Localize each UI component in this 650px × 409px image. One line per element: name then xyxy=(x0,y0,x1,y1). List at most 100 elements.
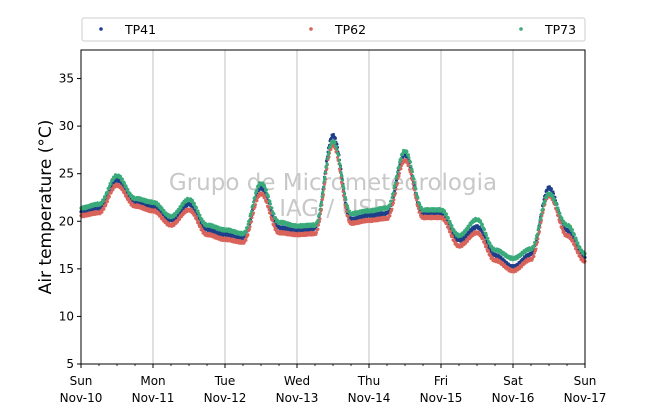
data-point xyxy=(252,200,255,204)
data-point xyxy=(270,206,274,210)
data-point xyxy=(326,156,329,160)
data-point xyxy=(415,191,418,195)
data-point xyxy=(178,218,181,222)
data-point xyxy=(274,227,278,231)
data-point xyxy=(106,190,109,194)
data-point xyxy=(573,242,576,246)
data-point xyxy=(466,239,469,243)
legend-label-TP41: TP41 xyxy=(124,22,156,37)
data-point xyxy=(330,136,333,140)
data-point xyxy=(250,209,253,213)
data-point xyxy=(576,241,580,245)
data-point xyxy=(338,162,342,166)
x-tick-label-date: Nov-10 xyxy=(60,391,103,405)
data-point xyxy=(485,234,488,238)
data-point xyxy=(197,211,200,215)
data-point xyxy=(418,210,422,214)
data-point xyxy=(561,227,564,231)
data-point xyxy=(485,244,488,248)
data-point xyxy=(249,212,253,216)
legend-label-TP73: TP73 xyxy=(544,22,576,37)
data-point xyxy=(329,145,332,149)
data-point xyxy=(320,195,324,199)
data-point xyxy=(125,193,128,197)
data-point xyxy=(412,177,416,181)
data-point xyxy=(263,195,267,199)
data-point xyxy=(337,158,341,162)
data-point xyxy=(197,220,200,224)
data-point xyxy=(106,200,109,204)
data-point xyxy=(263,183,266,187)
data-point xyxy=(108,195,111,199)
data-point xyxy=(104,202,108,206)
data-point xyxy=(537,225,541,229)
data-point xyxy=(318,212,321,216)
x-tick-label-date: Nov-13 xyxy=(276,391,319,405)
data-point xyxy=(445,212,448,216)
data-point xyxy=(390,196,394,200)
data-point xyxy=(447,225,450,229)
data-point xyxy=(176,211,179,215)
x-tick-label-date: Nov-17 xyxy=(564,391,607,405)
data-point xyxy=(267,205,270,209)
data-point xyxy=(248,218,251,222)
data-point xyxy=(100,210,104,214)
data-point xyxy=(339,170,343,174)
data-point xyxy=(346,206,350,210)
data-point xyxy=(454,241,458,245)
data-point xyxy=(483,228,486,232)
data-point xyxy=(451,235,454,239)
data-point xyxy=(536,232,539,236)
data-point xyxy=(109,182,113,186)
data-point xyxy=(335,148,339,152)
data-point xyxy=(536,228,540,232)
data-point xyxy=(316,220,319,224)
data-point xyxy=(481,222,484,226)
data-point xyxy=(343,191,346,195)
data-point xyxy=(569,235,573,239)
x-tick-label-day: Tue xyxy=(214,374,236,388)
data-point xyxy=(265,201,269,205)
x-tick-label-date: Nov-14 xyxy=(348,391,391,405)
data-points xyxy=(79,132,587,274)
y-tick-label: 25 xyxy=(59,167,74,181)
data-point xyxy=(193,201,196,205)
data-point xyxy=(161,215,164,219)
data-point xyxy=(534,237,538,241)
y-tick-label: 15 xyxy=(59,262,74,276)
data-point xyxy=(321,197,324,201)
data-point xyxy=(573,233,576,237)
data-point xyxy=(319,203,323,207)
data-point xyxy=(484,231,488,235)
data-point xyxy=(388,203,392,207)
data-point xyxy=(464,230,467,234)
data-point xyxy=(320,200,323,204)
data-point xyxy=(348,209,351,213)
data-point xyxy=(483,242,487,246)
data-point xyxy=(268,199,272,203)
data-point xyxy=(410,167,414,171)
data-point xyxy=(246,226,249,230)
legend: TP41 TP62 TP73 xyxy=(81,17,586,42)
data-point xyxy=(267,208,271,212)
legend-label-TP62: TP62 xyxy=(334,22,366,37)
x-tick-label-day: Thu xyxy=(357,374,381,388)
data-point xyxy=(386,207,390,211)
data-point xyxy=(253,195,257,199)
x-tick-label-date: Nov-12 xyxy=(204,391,247,405)
data-point xyxy=(337,153,340,157)
data-point xyxy=(553,197,556,201)
data-point xyxy=(344,198,348,202)
data-point xyxy=(413,181,416,185)
x-tick-label-day: Mon xyxy=(140,374,165,388)
data-point xyxy=(447,216,450,220)
data-point xyxy=(578,245,582,249)
data-point xyxy=(322,186,325,190)
data-point xyxy=(550,187,553,191)
data-point xyxy=(532,244,536,248)
data-point xyxy=(392,191,395,195)
data-point xyxy=(538,222,541,226)
watermark-line-2: IAG / USP xyxy=(279,196,387,222)
data-point xyxy=(449,221,452,225)
